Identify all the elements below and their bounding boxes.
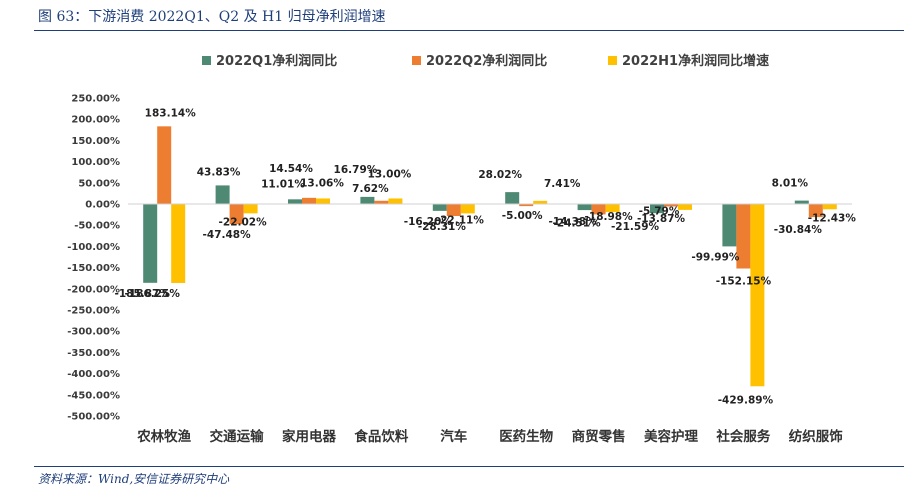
- legend-swatch-2: [412, 56, 421, 65]
- bar-2-3: [302, 197, 316, 204]
- data-label-2-1: 183.14%: [145, 107, 197, 119]
- y-tick-label: -200.00%: [67, 284, 120, 295]
- data-label-2-5: -28.31%: [418, 221, 467, 233]
- bar-3-9: [750, 204, 765, 387]
- y-tick-label: -500.00%: [67, 412, 120, 423]
- data-label-1-1: -185.87%: [114, 288, 170, 300]
- x-category-label: 交通运输: [210, 428, 264, 445]
- data-label-2-6: -5.00%: [502, 210, 543, 222]
- x-category-label: 商贸零售: [572, 428, 626, 445]
- bar-1-3: [288, 199, 302, 204]
- data-label-3-9: -429.89%: [718, 394, 774, 406]
- bar-1-1: [143, 204, 158, 283]
- y-tick-label: -450.00%: [67, 390, 120, 401]
- data-label-2-4: 7.62%: [352, 183, 389, 195]
- bar-1-8: [650, 204, 664, 214]
- y-tick-label: 250.00%: [71, 94, 120, 105]
- bar-2-8: [664, 204, 678, 207]
- y-tick-label: 200.00%: [71, 115, 120, 126]
- y-tick-label: -400.00%: [67, 369, 120, 380]
- legend-swatch-1: [202, 56, 211, 65]
- bar-2-6: [519, 204, 534, 207]
- data-label-1-10: 8.01%: [772, 178, 809, 190]
- data-label-1-4: 16.79%: [334, 164, 378, 176]
- data-label-1-7: -14.38%: [549, 216, 598, 228]
- bar-2-9: [736, 204, 751, 269]
- y-tick-label: -100.00%: [67, 242, 120, 253]
- bar-2-10: [808, 204, 823, 218]
- x-category-label: 家用电器: [282, 428, 336, 445]
- bar-2-7: [591, 204, 606, 215]
- bar-1-4: [360, 196, 375, 204]
- source-note: 资料来源：Wind,安信证券研究中心: [38, 472, 230, 486]
- data-label-1-5: -16.20%: [404, 216, 453, 228]
- data-label-3-2: -22.02%: [219, 216, 268, 228]
- data-label-3-8: -13.87%: [637, 213, 686, 225]
- bar-3-2: [243, 204, 258, 214]
- data-label-1-9: -99.99%: [691, 251, 740, 263]
- x-category-label: 社会服务: [715, 428, 770, 445]
- bar-2-1: [157, 126, 172, 204]
- bottom-rule: [34, 466, 904, 467]
- bar-3-1: [171, 204, 186, 283]
- y-tick-label: -150.00%: [67, 263, 120, 274]
- x-category-label: 汽车: [440, 428, 467, 445]
- data-label-3-7: -18.98%: [585, 211, 634, 223]
- legend-label-2: 2022Q2净利润同比: [426, 53, 547, 69]
- data-label-3-3: 13.06%: [300, 177, 344, 189]
- data-label-3-5: -22.11%: [436, 214, 485, 226]
- legend-label-1: 2022Q1净利润同比: [216, 53, 337, 69]
- figure-title: 图 63：下游消费 2022Q1、Q2 及 H1 归母净利润增速: [38, 9, 386, 25]
- data-label-2-2: -47.48%: [203, 229, 252, 241]
- bar-3-10: [822, 204, 837, 210]
- data-label-1-3: 11.01%: [261, 178, 305, 190]
- x-category-label: 食品饮料: [354, 428, 408, 445]
- data-label-3-6: 7.41%: [544, 178, 581, 190]
- bar-1-7: [577, 204, 592, 211]
- bar-3-5: [460, 204, 475, 214]
- bar-1-9: [722, 204, 737, 247]
- data-label-2-8: -5.79%: [639, 205, 680, 217]
- bar-1-5: [432, 204, 447, 211]
- bar-2-5: [446, 204, 461, 217]
- y-tick-label: 50.00%: [78, 178, 120, 189]
- y-tick-label: -300.00%: [67, 327, 120, 338]
- bar-1-2: [215, 185, 230, 204]
- data-label-2-9: -152.15%: [716, 276, 772, 288]
- data-label-2-10: -30.84%: [774, 224, 823, 236]
- y-tick-label: -250.00%: [67, 306, 120, 317]
- x-category-label: 医药生物: [499, 428, 553, 445]
- data-label-2-7: -24.51%: [553, 217, 602, 229]
- bar-2-2: [229, 204, 244, 225]
- data-label-2-3: 14.54%: [269, 163, 313, 175]
- x-category-label: 纺织服饰: [789, 428, 843, 445]
- data-label-3-4: 13.00%: [368, 168, 412, 180]
- bar-3-4: [388, 198, 403, 204]
- y-tick-label: 100.00%: [71, 157, 120, 168]
- legend-label-3: 2022H1净利润同比增速: [622, 53, 769, 69]
- bar-3-7: [605, 204, 620, 213]
- x-category-label: 农林牧渔: [136, 428, 191, 445]
- bar-3-3: [316, 198, 330, 204]
- bar-1-10: [794, 200, 809, 204]
- legend-swatch-3: [608, 56, 617, 65]
- bar-3-6: [533, 200, 548, 204]
- y-tick-label: -50.00%: [74, 221, 120, 232]
- x-category-label: 美容护理: [644, 428, 698, 445]
- data-label-1-8: -21.59%: [611, 221, 660, 233]
- y-tick-label: 150.00%: [71, 136, 120, 147]
- bar-3-8: [678, 204, 692, 210]
- top-rule: [34, 30, 904, 31]
- bar-1-6: [505, 192, 520, 204]
- bar-2-4: [374, 200, 389, 204]
- data-label-1-6: 28.02%: [478, 169, 522, 181]
- data-label-3-10: -12.43%: [808, 212, 857, 224]
- y-tick-label: 0.00%: [85, 200, 120, 211]
- data-label-3-1: -186.25%: [124, 288, 180, 300]
- y-tick-label: -350.00%: [67, 348, 120, 359]
- data-label-1-2: 43.83%: [197, 166, 241, 178]
